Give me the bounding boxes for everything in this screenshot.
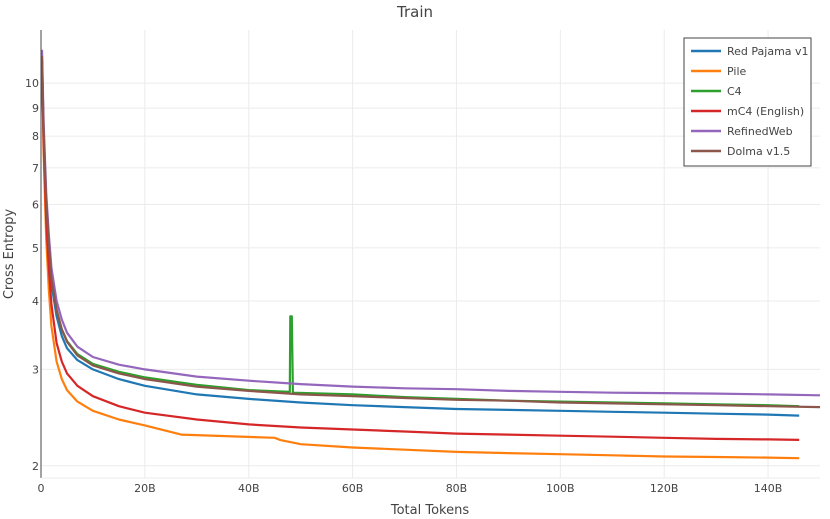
- y-tick-label: 7: [32, 162, 39, 175]
- x-tick-label: 100B: [546, 482, 575, 495]
- series-lines: [40, 49, 821, 460]
- y-axis-title: Cross Entropy: [2, 209, 17, 300]
- x-tick-label: 0: [38, 482, 45, 495]
- chart-title: Train: [396, 3, 433, 21]
- series-line-2: [40, 60, 800, 460]
- y-tick-label: 10: [25, 77, 39, 90]
- y-tick-label: 5: [32, 242, 39, 255]
- legend-label[interactable]: Pile: [727, 65, 747, 78]
- axes: [40, 30, 820, 479]
- x-tick-label: 60B: [342, 482, 364, 495]
- series-line-6: [40, 56, 821, 409]
- y-tick-label: 8: [32, 130, 39, 143]
- legend-label[interactable]: C4: [727, 85, 742, 98]
- legend-label[interactable]: RefinedWeb: [727, 125, 793, 138]
- legend[interactable]: Red Pajama v1 Pile C4 mC4 (English) RefinedW…: [683, 37, 812, 167]
- y-tick-label: 2: [32, 460, 39, 473]
- tick-labels: 0 20B 40B 60B 80B 100B 120B 140B 2 3 4 5 6 7 8 9 10: [25, 77, 782, 495]
- legend-label[interactable]: Dolma v1.5: [727, 145, 790, 158]
- y-tick-label: 3: [32, 363, 39, 376]
- x-tick-label: 140B: [754, 482, 783, 495]
- legend-label[interactable]: mC4 (English): [727, 105, 804, 118]
- x-tick-label: 20B: [134, 482, 156, 495]
- y-tick-label: 6: [32, 199, 39, 212]
- x-tick-label: 80B: [446, 482, 468, 495]
- legend-box: [683, 37, 812, 167]
- y-tick-label: 4: [32, 295, 39, 308]
- legend-label[interactable]: Red Pajama v1: [727, 45, 809, 58]
- y-tick-label: 9: [32, 102, 39, 115]
- series-line-4: [40, 60, 800, 441]
- x-axis-title: Total Tokens: [390, 503, 469, 518]
- x-tick-label: 40B: [238, 482, 260, 495]
- x-tick-label: 120B: [650, 482, 679, 495]
